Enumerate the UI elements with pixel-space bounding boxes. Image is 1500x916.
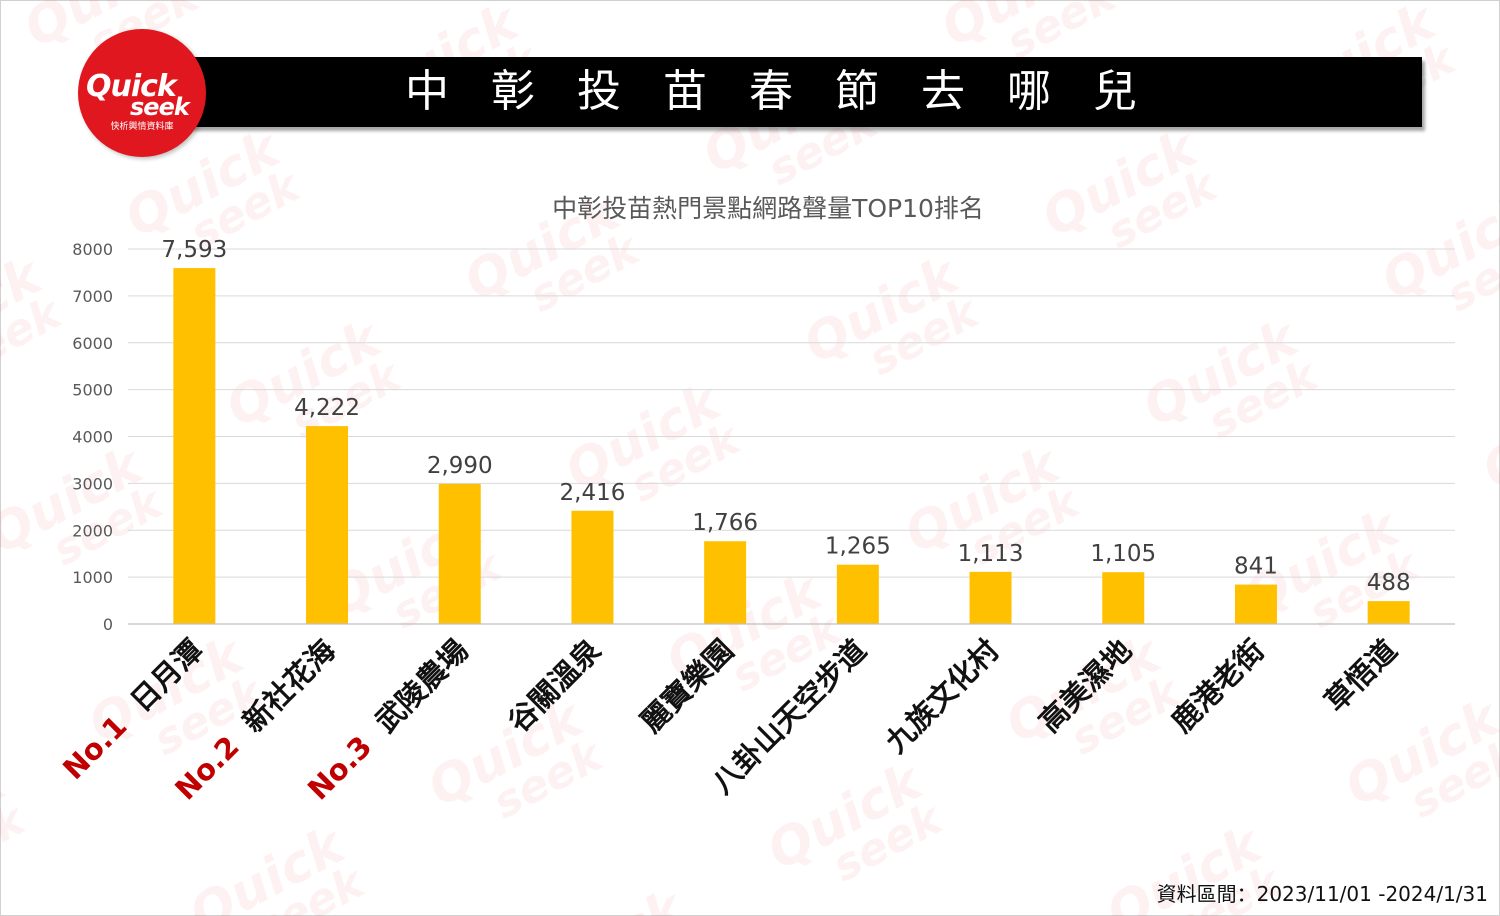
category-name: 日月潭: [124, 633, 210, 719]
y-tick-label: 6000: [72, 334, 113, 353]
x-category-label: 鹿港老街: [1165, 633, 1271, 739]
data-label: 7,593: [161, 237, 227, 263]
bar: [969, 571, 1012, 624]
y-tick-label: 8000: [72, 240, 113, 259]
y-tick-label: 4000: [72, 428, 113, 447]
logo-text-seek: seek: [130, 93, 190, 121]
bar: [1367, 601, 1410, 624]
data-label: 2,990: [427, 453, 493, 479]
x-category-label: 麗寶樂園: [634, 633, 740, 739]
category-name: 谷關溫泉: [501, 632, 608, 739]
bar: [571, 510, 614, 624]
bar: [306, 426, 349, 624]
header-title-bar: 中彰投苗春節去哪兒: [150, 57, 1422, 127]
bar: [438, 483, 481, 624]
rank-label: No.2: [168, 715, 260, 807]
data-label: 2,416: [560, 480, 626, 506]
data-label: 4,222: [294, 395, 360, 421]
category-name: 草悟道: [1318, 633, 1404, 719]
y-tick-label: 2000: [72, 521, 113, 540]
y-tick-label: 1000: [72, 568, 113, 587]
data-label: 1,105: [1090, 541, 1156, 567]
y-tick-label: 7000: [72, 287, 113, 306]
category-name: 九族文化村: [879, 633, 1006, 760]
bar: [704, 541, 747, 624]
category-name: 高美濕地: [1032, 633, 1138, 739]
data-label: 1,766: [692, 510, 758, 536]
y-tick-label: 5000: [72, 381, 113, 400]
bar: [1102, 572, 1145, 624]
rank-label: No.1: [56, 694, 148, 786]
y-tick-label: 3000: [72, 474, 113, 493]
category-name: 新社花海: [236, 633, 342, 739]
y-tick-label: 0: [103, 615, 113, 634]
data-label: 1,113: [958, 541, 1024, 567]
chart-title: 中彰投苗熱門景點網路聲量TOP10排名: [552, 194, 984, 223]
rank-label: No.3: [301, 715, 393, 807]
logo-text-quick: Quick: [86, 69, 177, 104]
category-name: 麗寶樂園: [634, 633, 740, 739]
page-title: 中彰投苗春節去哪兒: [405, 66, 1179, 117]
data-label: 488: [1367, 570, 1411, 596]
bar: [173, 268, 216, 624]
data-label: 1,265: [825, 534, 891, 560]
x-category-label: 九族文化村: [879, 633, 1006, 760]
logo-subtitle: 快析輿情資料庫: [110, 122, 174, 132]
date-range-footer: 資料區間：2023/11/01 -2024/1/31: [1156, 882, 1488, 906]
x-category-label: 草悟道: [1318, 633, 1404, 719]
bar: [1234, 584, 1277, 624]
bar: [836, 564, 879, 624]
quickseek-logo: Quick seek 快析輿情資料庫: [78, 29, 206, 157]
category-name: 鹿港老街: [1165, 633, 1271, 739]
x-category-label: 高美濕地: [1032, 633, 1138, 739]
data-label: 841: [1234, 554, 1278, 580]
x-category-label: 谷關溫泉: [501, 632, 608, 739]
x-category-label: No.1 日月潭: [56, 633, 209, 786]
category-name: 武陵農場: [369, 633, 475, 739]
